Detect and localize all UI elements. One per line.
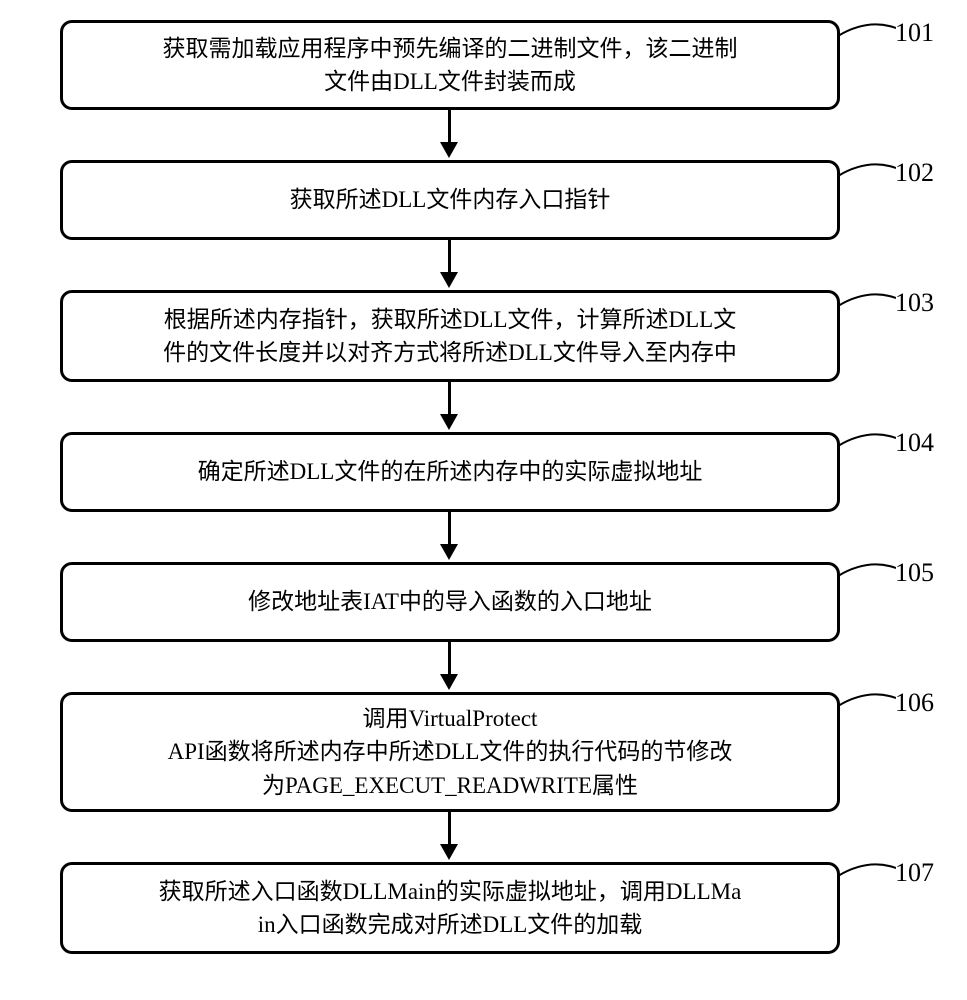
arrow-4-5 — [448, 512, 451, 546]
flow-node-103: 根据所述内存指针，获取所述DLL文件，计算所述DLL文件的文件长度并以对齐方式将… — [60, 290, 840, 382]
flow-node-101: 获取需加载应用程序中预先编译的二进制文件，该二进制文件由DLL文件封装而成 — [60, 20, 840, 110]
arrow-3-4 — [448, 382, 451, 416]
leader-line-103 — [838, 288, 896, 318]
arrow-head-3-4 — [440, 414, 458, 430]
node-label-101: 101 — [895, 18, 934, 48]
node-label-103: 103 — [895, 288, 934, 318]
arrow-2-3 — [448, 240, 451, 274]
node-text: 根据所述内存指针，获取所述DLL文件，计算所述DLL文件的文件长度并以对齐方式将… — [163, 303, 737, 370]
arrow-head-2-3 — [440, 272, 458, 288]
node-text: 修改地址表IAT中的导入函数的入口地址 — [248, 585, 652, 618]
arrow-head-1-2 — [440, 142, 458, 158]
leader-line-105 — [838, 558, 896, 588]
node-label-105: 105 — [895, 558, 934, 588]
flow-node-106: 调用VirtualProtectAPI函数将所述内存中所述DLL文件的执行代码的… — [60, 692, 840, 812]
node-text: 获取所述DLL文件内存入口指针 — [290, 183, 611, 216]
leader-line-107 — [838, 858, 896, 888]
flow-node-105: 修改地址表IAT中的导入函数的入口地址 — [60, 562, 840, 642]
node-text: 确定所述DLL文件的在所述内存中的实际虚拟地址 — [198, 455, 703, 488]
arrow-6-7 — [448, 812, 451, 846]
leader-line-102 — [838, 158, 896, 188]
arrow-head-5-6 — [440, 674, 458, 690]
node-text: 调用VirtualProtectAPI函数将所述内存中所述DLL文件的执行代码的… — [168, 702, 733, 802]
leader-line-104 — [838, 428, 896, 458]
node-label-106: 106 — [895, 688, 934, 718]
node-text: 获取所述入口函数DLLMain的实际虚拟地址，调用DLLMain入口函数完成对所… — [159, 875, 742, 942]
flowchart-container: 获取需加载应用程序中预先编译的二进制文件，该二进制文件由DLL文件封装而成 10… — [0, 0, 967, 1000]
arrow-head-6-7 — [440, 844, 458, 860]
node-label-104: 104 — [895, 428, 934, 458]
flow-node-102: 获取所述DLL文件内存入口指针 — [60, 160, 840, 240]
flow-node-104: 确定所述DLL文件的在所述内存中的实际虚拟地址 — [60, 432, 840, 512]
arrow-5-6 — [448, 642, 451, 676]
leader-line-106 — [838, 688, 896, 718]
flow-node-107: 获取所述入口函数DLLMain的实际虚拟地址，调用DLLMain入口函数完成对所… — [60, 862, 840, 954]
node-label-102: 102 — [895, 158, 934, 188]
node-label-107: 107 — [895, 858, 934, 888]
arrow-head-4-5 — [440, 544, 458, 560]
node-text: 获取需加载应用程序中预先编译的二进制文件，该二进制文件由DLL文件封装而成 — [163, 32, 738, 99]
leader-line-101 — [838, 18, 896, 48]
arrow-1-2 — [448, 110, 451, 144]
